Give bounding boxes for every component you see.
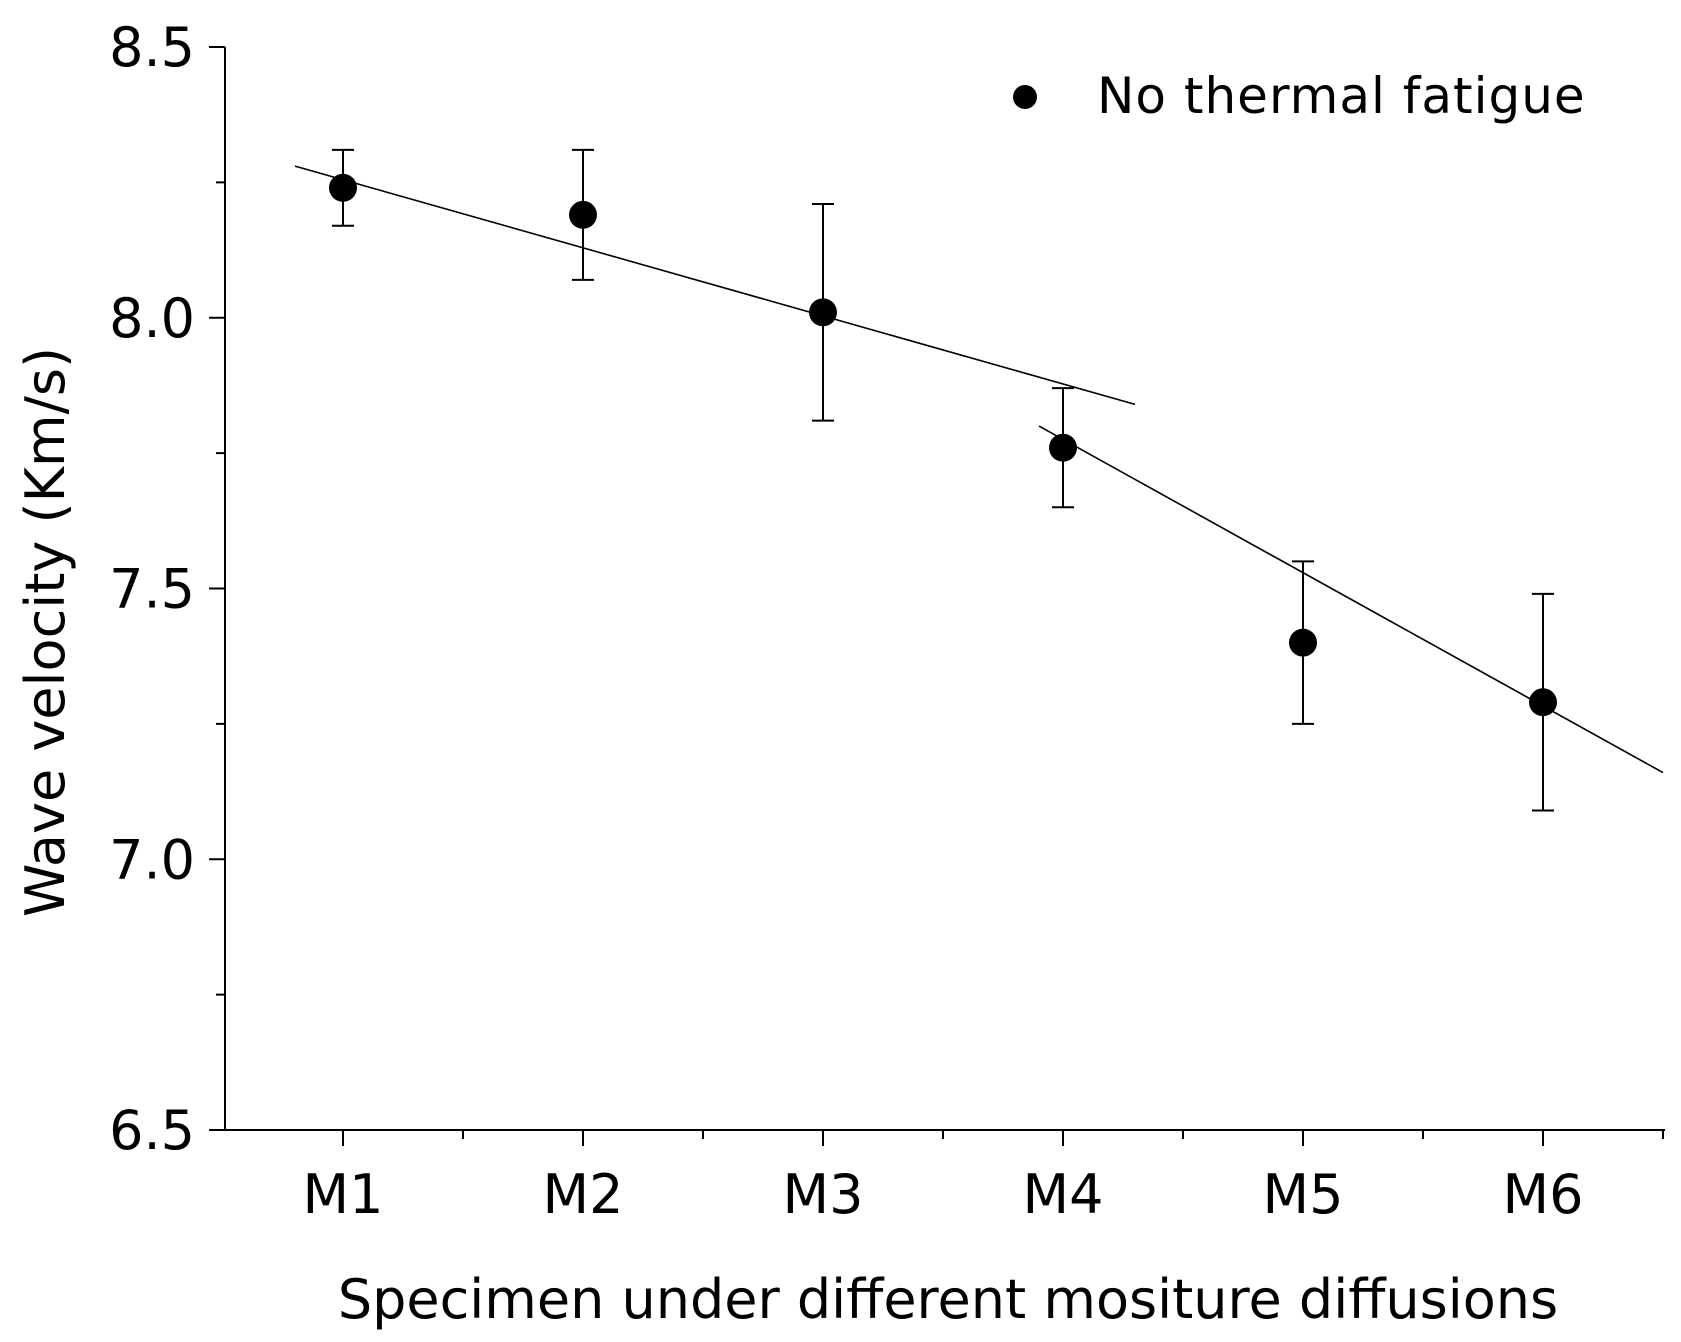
y-tick-label: 7.5 [109,558,195,621]
y-tick-label: 8.5 [109,16,195,79]
data-point-m1 [329,173,357,202]
x-axis-title: Specimen under different mositure diffus… [338,1268,1558,1331]
data-points [329,173,1557,717]
error-bars [332,148,1554,812]
data-point-m6 [1529,688,1557,717]
legend-label: No thermal fatigue [1097,67,1586,125]
x-tick-label-m5: M5 [1263,1163,1344,1226]
y-tick-label: 7.0 [109,828,195,891]
y-tick-label: 8.0 [109,287,195,350]
legend-marker [1013,85,1037,109]
y-tick-label: 6.5 [109,1099,195,1162]
plot-area: 6.5 7.0 7.5 8.0 8.5 M1 M2 M3 M4 M5 M6 [109,16,1665,1226]
x-tick-label-m1: M1 [303,1163,384,1226]
data-point-m4 [1049,433,1077,462]
x-tick-label-m6: M6 [1503,1163,1584,1226]
y-axis-title: Wave velocity (Km/s) [14,347,77,917]
fit-line-2 [1038,425,1664,774]
x-ticks: M1 M2 M3 M4 M5 M6 [303,1130,1664,1226]
data-point-m5 [1289,628,1317,657]
y-ticks: 6.5 7.0 7.5 8.0 8.5 [109,16,225,1162]
legend: No thermal fatigue [1013,67,1586,125]
data-point-m3 [809,298,837,327]
x-tick-label-m2: M2 [543,1163,624,1226]
x-tick-label-m3: M3 [783,1163,864,1226]
fit-line-1 [294,165,1136,406]
data-point-m2 [569,200,597,229]
x-tick-label-m4: M4 [1023,1163,1104,1226]
fit-lines [294,165,1664,774]
